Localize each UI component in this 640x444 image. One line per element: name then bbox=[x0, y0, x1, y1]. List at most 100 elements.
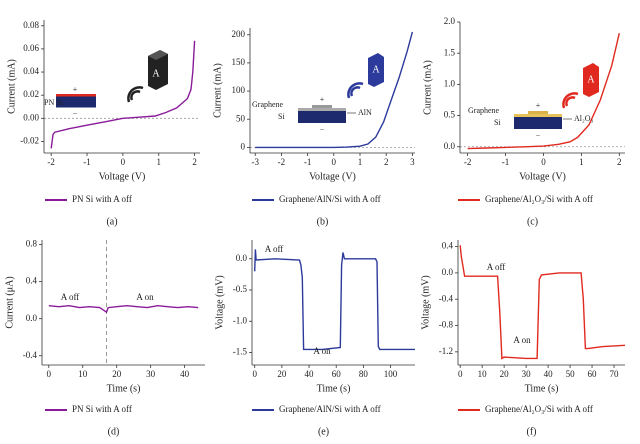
x-tick-label: 0 bbox=[252, 369, 257, 379]
y-tick-label: 0.4 bbox=[26, 276, 38, 286]
y-tick-label: 0 bbox=[241, 141, 246, 151]
layer-dielectric bbox=[298, 108, 346, 111]
x-tick-label: -1 bbox=[304, 157, 312, 167]
sound-icon bbox=[347, 82, 364, 99]
sound-icon bbox=[127, 86, 144, 103]
data-line bbox=[254, 249, 415, 351]
annotation: A on bbox=[136, 292, 154, 302]
y-tick-label: 0.5 bbox=[444, 110, 456, 120]
panel: -0.02 0.00 0.02 0.04 0.06 0.08 -2 -1 0 1 2 Voltage … bbox=[6, 20, 200, 227]
panel-label: (c) bbox=[527, 216, 538, 227]
x-tick-label: 100 bbox=[384, 369, 398, 379]
y-tick-label: 0.0 bbox=[236, 253, 248, 263]
inset-label: Graphene bbox=[468, 106, 500, 115]
x-tick-label: 50 bbox=[566, 369, 576, 379]
inset-label: PN Si bbox=[44, 98, 64, 107]
legend-label: Graphene/AlN/Si with A off bbox=[279, 194, 381, 204]
x-tick-label: -1 bbox=[83, 157, 91, 167]
x-tick-label: 30 bbox=[522, 369, 532, 379]
y-axis-label: Current (mA) bbox=[212, 63, 223, 118]
inset-label: Al₂O₃ bbox=[574, 114, 594, 123]
x-tick-label: 10 bbox=[78, 369, 88, 379]
x-tick-label: 1 bbox=[358, 157, 363, 167]
legend-label: Graphene/Al₂O₃/Si with A off bbox=[485, 404, 593, 414]
x-tick-label: -2 bbox=[464, 157, 472, 167]
x-tick-label: 0 bbox=[47, 369, 52, 379]
legend-label: PN Si with A off bbox=[72, 194, 132, 204]
layer-mid bbox=[528, 111, 548, 114]
x-tick-label: -2 bbox=[47, 157, 55, 167]
panel-label: (d) bbox=[108, 426, 120, 437]
panel: 0 50 100 150 200 -3 -2 -1 0 1 2 3 Voltage (V) Current… bbox=[212, 28, 415, 227]
annotation: A on bbox=[313, 346, 331, 356]
panel: -1.5 -1.0 -0.5 0.0 0 20 40 60 80 100 Time (s) Volta… bbox=[214, 240, 415, 437]
annotation: A on bbox=[513, 335, 531, 345]
annotation: A off bbox=[265, 244, 284, 254]
layer-si bbox=[56, 96, 96, 108]
y-tick-label: 2.0 bbox=[444, 16, 456, 26]
device-top bbox=[148, 50, 168, 60]
x-axis-label: Voltage (V) bbox=[519, 171, 566, 182]
y-axis-label: Current (μA) bbox=[4, 276, 15, 328]
y-tick-label: -0.4 bbox=[439, 293, 454, 303]
layer-dielectric bbox=[514, 114, 562, 117]
panel-label: (b) bbox=[317, 216, 329, 227]
x-tick-label: 1 bbox=[157, 157, 162, 167]
panel-label: (f) bbox=[527, 426, 537, 437]
device-label: A bbox=[372, 64, 380, 75]
x-tick-label: 30 bbox=[146, 369, 156, 379]
x-tick-label: 40 bbox=[305, 369, 315, 379]
x-tick-label: 60 bbox=[588, 369, 598, 379]
device-block bbox=[148, 50, 168, 90]
y-tick-label: -1.0 bbox=[233, 315, 248, 325]
inset-label: Si bbox=[494, 118, 501, 127]
x-tick-label: 2 bbox=[192, 157, 197, 167]
inset-label: + bbox=[320, 95, 325, 104]
data-line bbox=[467, 33, 620, 150]
annotation: A off bbox=[61, 292, 80, 302]
y-tick-label: 0.4 bbox=[442, 241, 454, 251]
legend-label: Graphene/Al₂O₃/Si with A off bbox=[485, 194, 593, 204]
y-tick-label: 100 bbox=[232, 85, 246, 95]
inset-label: + bbox=[73, 85, 78, 94]
inset-label: + bbox=[536, 101, 541, 110]
y-tick-label: 1.0 bbox=[444, 78, 456, 88]
x-tick-label: -3 bbox=[251, 157, 259, 167]
legend-label: Graphene/AlN/Si with A off bbox=[279, 404, 381, 414]
y-tick-label: 1.5 bbox=[444, 47, 456, 57]
data-line bbox=[50, 40, 196, 149]
y-tick-label: -0.8 bbox=[439, 320, 454, 330]
y-tick-label: -1.5 bbox=[233, 347, 248, 357]
inset-label: − bbox=[73, 109, 78, 118]
inset-label: − bbox=[320, 125, 325, 134]
y-tick-label: 0.00 bbox=[23, 112, 39, 122]
x-tick-label: 0 bbox=[458, 369, 463, 379]
y-tick-label: 50 bbox=[236, 113, 246, 123]
x-tick-label: 2 bbox=[384, 157, 389, 167]
data-line bbox=[255, 31, 414, 149]
legend-label: PN Si with A off bbox=[72, 404, 132, 414]
panel: 0.0 0.5 1.0 1.5 2.0 -2 -1 0 1 2 Voltage (V) Current… bbox=[422, 16, 625, 227]
y-tick-label: -0.4 bbox=[23, 350, 38, 360]
inset-label: AlN bbox=[358, 108, 372, 117]
x-tick-label: 20 bbox=[500, 369, 510, 379]
x-tick-label: 0 bbox=[121, 157, 126, 167]
panel: -0.4 0.0 0.4 0.8 0 10 20 30 40 Time (s) Current (μ… bbox=[4, 239, 205, 437]
x-axis-label: Voltage (V) bbox=[99, 171, 146, 182]
x-tick-label: 1 bbox=[579, 157, 584, 167]
y-axis-label: Current (mA) bbox=[422, 60, 433, 115]
data-line bbox=[459, 245, 626, 360]
y-tick-label: -0.5 bbox=[233, 284, 248, 294]
y-tick-label: 0.8 bbox=[26, 239, 38, 249]
panel-label: (e) bbox=[318, 426, 329, 437]
y-axis-label: Current (mA) bbox=[6, 59, 17, 114]
x-tick-label: -2 bbox=[278, 157, 286, 167]
x-axis-label: Time (s) bbox=[525, 383, 559, 394]
device-label: A bbox=[152, 68, 160, 79]
y-tick-label: 200 bbox=[232, 29, 246, 39]
panel: -1.2 -0.8 -0.4 0.0 0.4 0 10 20 30 40 50 60 70 Time (s… bbox=[420, 240, 626, 437]
y-tick-label: 150 bbox=[232, 57, 246, 67]
x-axis-label: Time (s) bbox=[317, 383, 351, 394]
y-tick-label: 0.02 bbox=[23, 89, 39, 99]
x-tick-label: 0 bbox=[541, 157, 546, 167]
